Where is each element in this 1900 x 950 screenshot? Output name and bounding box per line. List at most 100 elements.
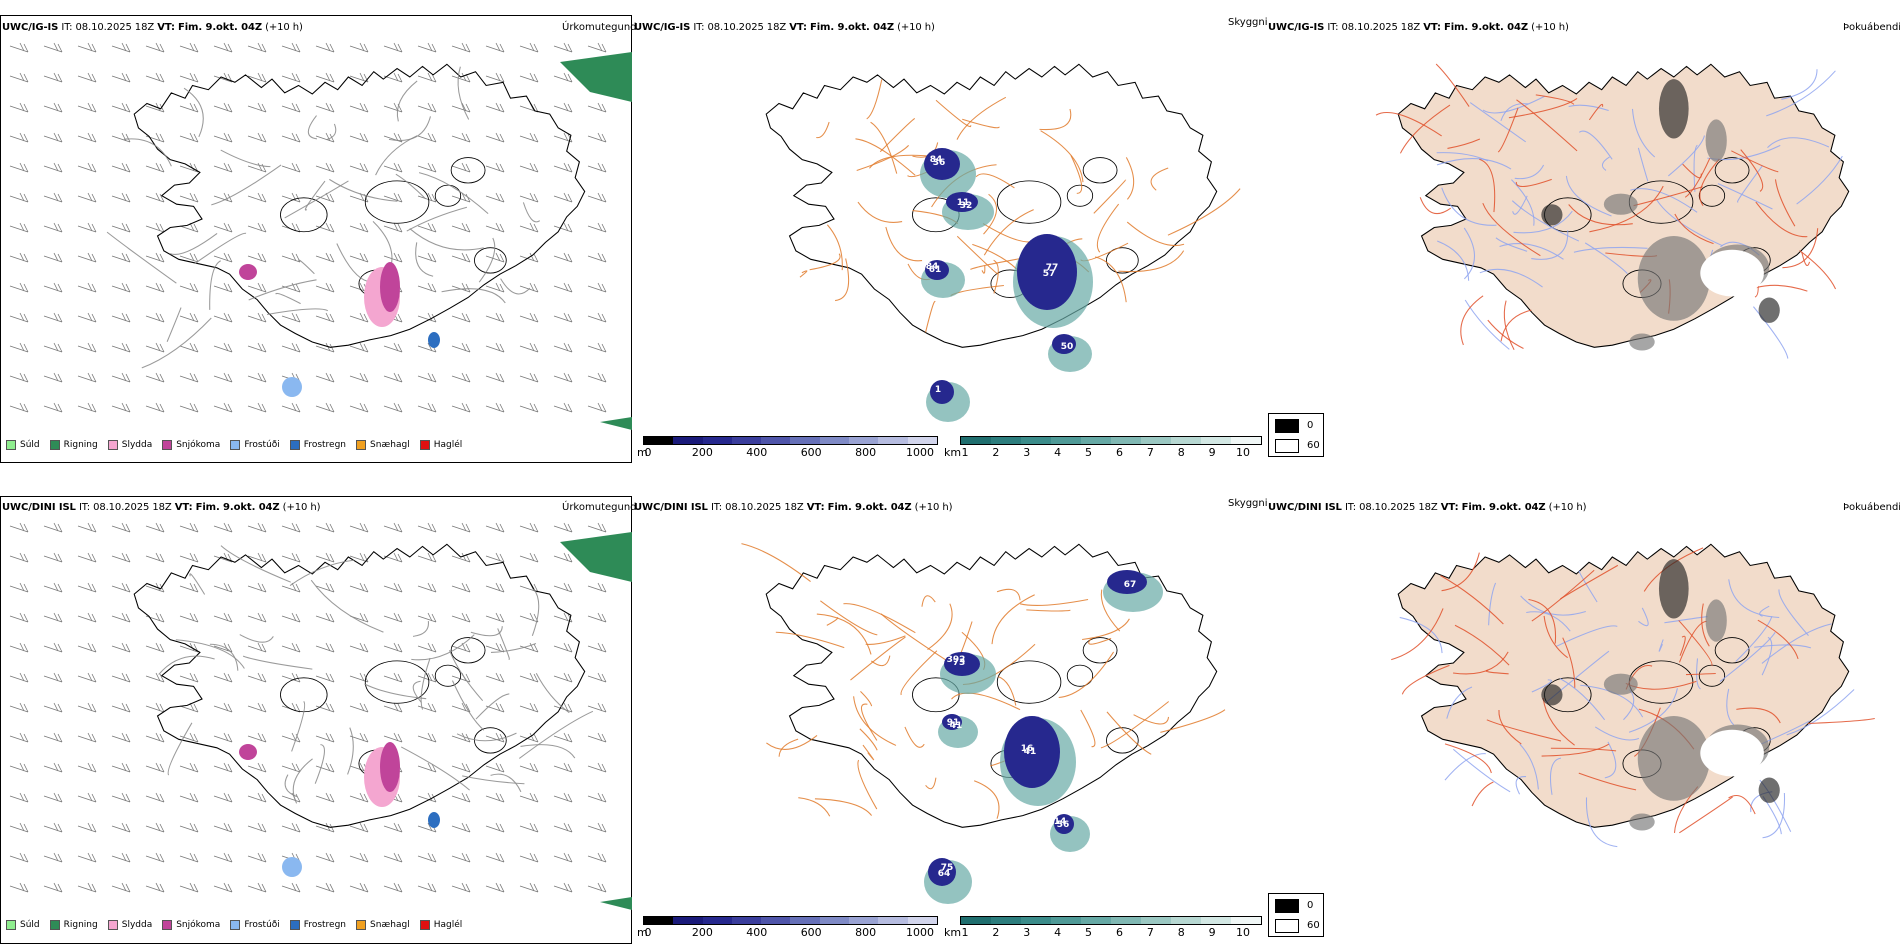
wind-barb <box>179 102 199 113</box>
wind-barb <box>417 102 437 113</box>
wind-barb <box>553 102 573 113</box>
road-line <box>1150 167 1169 191</box>
wind-barb <box>9 852 29 863</box>
precip-type-map-1 <box>9 42 632 430</box>
wind-barb <box>519 282 539 293</box>
colorbar-tick: 10 <box>1236 926 1250 939</box>
wind-barb <box>587 192 607 203</box>
wind-barb <box>77 372 97 383</box>
road-line <box>1568 104 1609 112</box>
wind-barb <box>213 522 233 533</box>
road-line <box>1096 203 1120 253</box>
road-line <box>975 173 1015 189</box>
road-line <box>1435 63 1470 107</box>
fog-area <box>1541 204 1563 226</box>
road-line <box>175 639 245 669</box>
road-line <box>1701 603 1710 647</box>
road-line <box>1731 150 1779 173</box>
road-line <box>1781 69 1818 100</box>
precip-legend-item: Slydda <box>107 440 152 450</box>
road-line <box>1497 107 1519 153</box>
glacier-outline <box>1106 727 1139 754</box>
wind-barb <box>383 72 403 83</box>
wind-barb <box>553 192 573 203</box>
road-line <box>859 728 878 751</box>
cloud-base-area <box>1107 570 1147 594</box>
road-line <box>209 643 239 671</box>
wind-barb <box>247 582 267 593</box>
road-line <box>1737 165 1763 203</box>
wind-barb <box>77 72 97 83</box>
wind-barb <box>145 702 165 713</box>
road-line <box>775 631 845 649</box>
wind-barb <box>247 222 267 233</box>
road-line <box>1514 164 1545 180</box>
road-line <box>927 603 953 651</box>
wind-barb <box>281 822 301 833</box>
wind-barb <box>349 222 369 233</box>
road-line <box>1667 135 1705 177</box>
wind-barb <box>485 132 505 143</box>
cloud-base-area <box>946 192 978 212</box>
wind-barb <box>77 342 97 353</box>
wind-barb <box>9 732 29 743</box>
wind-barb <box>43 132 63 143</box>
road-line <box>406 206 468 232</box>
rain-area <box>560 532 632 582</box>
wind-barb <box>145 132 165 143</box>
wind-barb <box>451 852 471 863</box>
fog-area <box>1629 333 1655 351</box>
wind-barb <box>213 702 233 713</box>
wind-barb <box>451 792 471 803</box>
road-line <box>158 655 215 675</box>
wind-barb <box>43 642 63 653</box>
wind-barb <box>281 882 301 893</box>
ceiling-title: UWC/IG-IS IT: 08.10.2025 18Z VT: Fim. 9.… <box>634 22 935 33</box>
glacier-outline <box>1714 637 1750 664</box>
wind-barb <box>519 762 539 773</box>
wind-barb <box>9 642 29 653</box>
wind-barb <box>349 582 369 593</box>
glacier-outline <box>474 247 507 274</box>
road-line <box>921 595 936 607</box>
road-line <box>1535 94 1575 105</box>
road-line <box>1762 792 1785 839</box>
wind-barb <box>213 792 233 803</box>
fog-area <box>1541 684 1563 706</box>
road-line <box>857 201 903 223</box>
rain-area <box>600 417 632 430</box>
road-line <box>900 650 938 696</box>
precip-legend-item: Rigning <box>49 920 98 930</box>
road-line <box>856 145 910 171</box>
wind-barb <box>587 732 607 743</box>
wind-barb <box>485 282 505 293</box>
wind-barb <box>417 702 437 713</box>
wind-barb <box>145 582 165 593</box>
road-line <box>475 693 510 720</box>
wind-barb <box>213 402 233 413</box>
wind-barb <box>485 552 505 563</box>
wind-barb <box>179 132 199 143</box>
road-line <box>1679 796 1733 834</box>
glacier-outline <box>450 637 486 664</box>
road-line <box>1093 179 1127 214</box>
road-line <box>1678 620 1707 663</box>
wind-barb <box>179 72 199 83</box>
road-line <box>1460 295 1484 346</box>
road-line <box>1508 98 1578 119</box>
road-line <box>1469 102 1527 143</box>
rain-area <box>600 897 632 910</box>
wind-barb <box>485 102 505 113</box>
glacier-outline <box>474 727 507 754</box>
wind-barb <box>9 102 29 113</box>
wind-barb <box>213 732 233 743</box>
wind-barb <box>43 672 63 683</box>
ceiling-value-label: 16 <box>1021 744 1034 754</box>
wind-barb <box>43 852 63 863</box>
road-line <box>1419 197 1451 215</box>
wind-barb <box>519 222 539 233</box>
wind-barb <box>315 672 335 683</box>
road-line <box>169 233 218 255</box>
ceiling-value-label: 11 <box>957 198 970 208</box>
wind-barb <box>77 42 97 53</box>
